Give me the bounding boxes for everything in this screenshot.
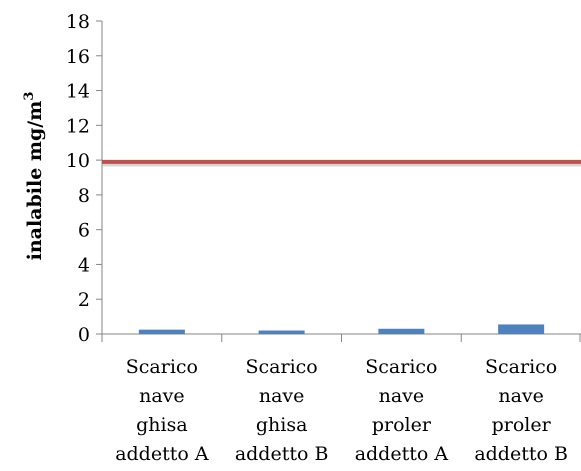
x-category-label-line: proler xyxy=(492,414,552,436)
y-tick-label: 6 xyxy=(78,220,90,242)
x-category-label-line: addetto B xyxy=(235,443,329,465)
y-axis-title: inalabile mg/m3 xyxy=(22,92,46,261)
y-tick-label: 16 xyxy=(66,46,90,68)
y-tick-label: 2 xyxy=(78,289,90,311)
y-axis-title-text: inalabile mg/m xyxy=(24,101,46,261)
y-tick-label: 12 xyxy=(66,115,90,137)
bar xyxy=(258,330,305,334)
bar xyxy=(378,328,425,334)
x-category-label-line: nave xyxy=(259,385,305,407)
y-tick-label: 0 xyxy=(78,324,90,346)
x-category-label-line: nave xyxy=(498,385,544,407)
reference-line-group xyxy=(102,159,581,167)
bar xyxy=(498,324,545,334)
x-category-label-line: Scarico xyxy=(126,356,198,378)
y-tick-label: 10 xyxy=(66,150,90,172)
y-axis-title-superscript: 3 xyxy=(22,92,37,101)
y-tick-label: 8 xyxy=(78,185,90,207)
y-tick-label: 14 xyxy=(66,81,90,103)
x-category-label-line: addetto A xyxy=(115,443,209,465)
x-category-label-line: addetto B xyxy=(474,443,568,465)
y-tick-label: 4 xyxy=(78,254,90,276)
x-category-label-line: Scarico xyxy=(485,356,557,378)
x-category-label-line: Scarico xyxy=(365,356,437,378)
x-category-label-line: addetto A xyxy=(355,443,449,465)
x-category-label-line: ghisa xyxy=(136,414,188,436)
bar xyxy=(138,329,185,334)
x-category-label-line: Scarico xyxy=(246,356,318,378)
bars xyxy=(138,324,545,334)
x-category-label-line: nave xyxy=(379,385,425,407)
x-category-label: Scarico nave ghisa addetto B xyxy=(235,356,329,465)
x-category-label: Scarico nave proler addetto A xyxy=(355,356,449,465)
y-tick-label: 18 xyxy=(66,11,90,33)
x-category-label-line: proler xyxy=(372,414,432,436)
x-category-label: Scarico nave proler addetto B xyxy=(474,356,568,465)
y-axis: 0 2 4 6 8 10 12 14 16 18 xyxy=(66,11,103,346)
x-category-label: Scarico nave ghisa addetto A xyxy=(115,356,209,465)
x-category-label-line: nave xyxy=(139,385,185,407)
x-axis: Scarico nave ghisa addetto A Scarico nave ghis… xyxy=(101,333,581,465)
x-category-label-line: ghisa xyxy=(256,414,308,436)
